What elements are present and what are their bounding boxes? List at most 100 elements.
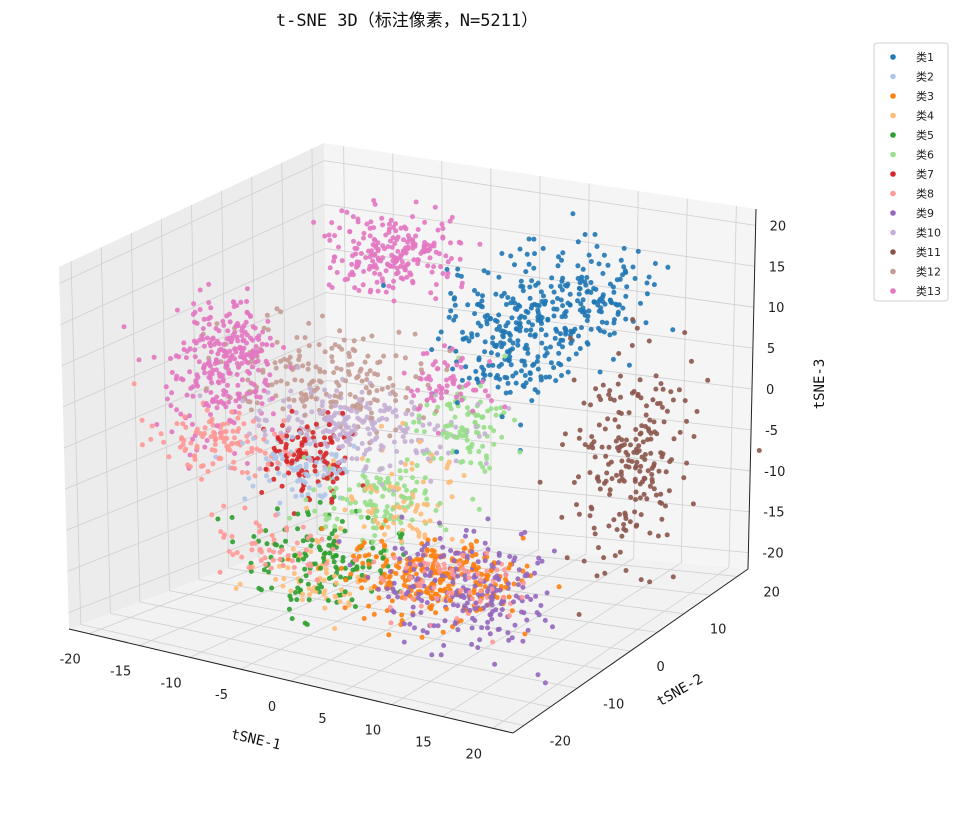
point-类8 (204, 407, 210, 413)
point-类4 (308, 549, 314, 555)
point-类2 (331, 466, 336, 472)
point-类7 (330, 479, 336, 485)
point-类5 (352, 604, 358, 610)
point-类11 (623, 463, 629, 469)
point-类10 (335, 460, 341, 465)
point-类1 (566, 356, 572, 362)
point-类7 (321, 453, 327, 459)
point-类1 (479, 364, 485, 370)
point-类11 (618, 373, 623, 379)
point-类11 (653, 386, 659, 392)
point-类10 (320, 399, 325, 405)
point-类2 (301, 478, 307, 484)
point-类12 (381, 353, 387, 359)
point-类4 (459, 538, 465, 544)
point-类13 (415, 387, 421, 393)
point-类13 (361, 235, 366, 241)
point-类8 (271, 549, 276, 555)
point-类6 (404, 457, 410, 463)
point-类3 (556, 584, 562, 590)
point-类2 (242, 496, 248, 502)
point-类9 (489, 597, 495, 603)
point-类8 (229, 534, 235, 539)
point-类9 (448, 548, 454, 554)
point-类13 (434, 366, 440, 372)
point-类1 (512, 262, 517, 268)
point-类11 (670, 574, 676, 580)
point-类5 (370, 545, 376, 551)
point-类1 (596, 261, 602, 267)
point-类8 (521, 580, 526, 586)
point-类1 (588, 280, 594, 285)
point-类11 (617, 511, 622, 517)
point-类11 (638, 463, 644, 469)
point-类11 (600, 382, 606, 388)
point-类11 (643, 412, 649, 418)
point-类4 (306, 586, 312, 592)
point-类13 (402, 267, 408, 273)
point-类8 (425, 561, 431, 567)
point-类1 (559, 287, 565, 293)
point-类8 (209, 512, 215, 518)
point-类5 (286, 606, 292, 612)
point-类10 (425, 456, 431, 462)
point-类10 (369, 438, 375, 444)
point-类6 (416, 413, 422, 419)
point-类12 (306, 320, 312, 326)
point-类1 (507, 337, 513, 343)
point-类5 (317, 499, 323, 505)
point-类13 (311, 219, 317, 225)
point-类13 (371, 237, 377, 242)
grid-line (66, 424, 328, 531)
point-类1 (584, 318, 590, 324)
point-类13 (154, 422, 160, 427)
point-类10 (428, 478, 434, 484)
point-类8 (218, 529, 224, 535)
point-类1 (579, 325, 584, 331)
point-类2 (277, 500, 283, 506)
legend-marker (890, 132, 896, 138)
point-类8 (266, 547, 272, 553)
x-tick-label: -10 (160, 676, 181, 691)
point-类4 (389, 471, 395, 477)
point-类9 (485, 625, 490, 631)
point-类13 (358, 251, 364, 256)
point-类13 (458, 364, 464, 370)
point-类11 (597, 486, 603, 492)
legend-label: 类7 (916, 167, 934, 181)
point-类2 (305, 492, 311, 498)
point-类3 (361, 616, 367, 621)
point-类7 (322, 459, 328, 464)
point-类9 (453, 566, 459, 572)
point-类13 (442, 360, 448, 366)
point-类13 (201, 364, 207, 370)
point-类4 (310, 588, 316, 594)
point-类13 (395, 248, 401, 254)
point-类2 (267, 478, 272, 484)
point-类9 (407, 621, 413, 627)
point-类9 (392, 545, 398, 551)
point-类10 (453, 458, 459, 464)
point-类12 (247, 399, 253, 405)
point-类11 (668, 389, 674, 395)
point-类8 (507, 613, 512, 619)
point-类11 (577, 427, 583, 433)
point-类13 (244, 391, 250, 397)
point-类9 (480, 592, 485, 598)
point-类11 (633, 436, 639, 442)
point-类10 (197, 393, 203, 399)
point-类9 (422, 572, 428, 578)
point-类13 (417, 405, 422, 411)
point-类1 (555, 263, 561, 269)
point-类6 (423, 488, 429, 494)
point-类11 (626, 410, 632, 416)
point-类9 (485, 516, 491, 522)
point-类5 (272, 541, 278, 547)
point-类13 (444, 389, 450, 395)
point-类8 (501, 594, 507, 600)
z-tick-label: -20 (762, 547, 783, 562)
point-类13 (180, 377, 186, 383)
grid-line (327, 380, 752, 431)
point-类11 (614, 527, 620, 533)
point-类3 (379, 538, 385, 544)
